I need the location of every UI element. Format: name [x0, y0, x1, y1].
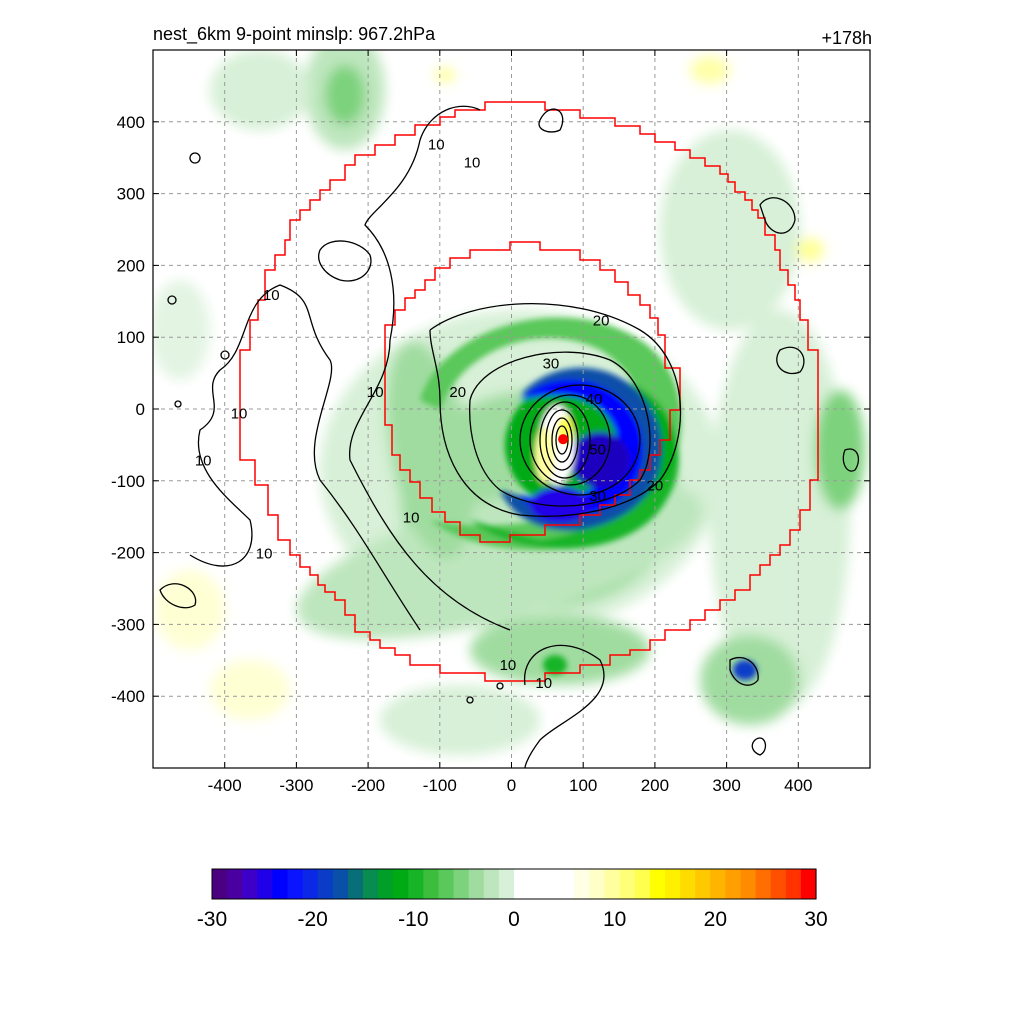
colorbar-swatch — [287, 869, 304, 899]
colorbar-tick-label: 0 — [508, 908, 520, 931]
contour-label: 50 — [589, 441, 606, 458]
colorbar-tick-label: -30 — [197, 908, 227, 931]
contour-label: 40 — [586, 391, 603, 408]
contour-label: 10 — [535, 675, 552, 692]
colorbar-swatch — [785, 869, 802, 899]
colorbar-swatch — [665, 869, 681, 899]
colorbar-swatch — [589, 869, 606, 899]
colorbar-swatch — [393, 869, 409, 899]
y-tick-label: 0 — [136, 400, 145, 419]
storm-center-marker — [558, 434, 569, 445]
colorbar-swatch — [408, 869, 424, 899]
contour-label: 10 — [428, 136, 445, 153]
contour-label: 10 — [231, 406, 248, 423]
x-tick-label: 400 — [784, 776, 812, 795]
colorbar-swatch — [438, 869, 455, 899]
x-tick-label: -100 — [423, 776, 457, 795]
x-tick-label: 300 — [712, 776, 740, 795]
colorbar-swatch — [740, 869, 757, 899]
contour-label: 20 — [593, 312, 610, 329]
colorbar-swatch — [559, 869, 575, 899]
x-tick-label: 0 — [507, 776, 516, 795]
colorbar-swatch — [347, 869, 364, 899]
colorbar — [212, 869, 817, 899]
colorbar-swatch — [649, 869, 666, 899]
x-tick-label: -300 — [279, 776, 313, 795]
x-tick-label: -400 — [208, 776, 242, 795]
colorbar-swatch — [302, 869, 319, 899]
colorbar-swatch — [710, 869, 726, 899]
colorbar-swatch — [212, 869, 228, 899]
contour-label: 10 — [263, 287, 280, 304]
y-tick-label: 400 — [117, 113, 145, 132]
inner-nest-boundary — [384, 241, 681, 543]
y-tick-label: -400 — [111, 687, 145, 706]
colorbar-swatch — [514, 869, 530, 899]
forecast-hour-label: +178h — [821, 28, 872, 48]
contour-label: 10 — [256, 546, 273, 563]
colorbar-swatch — [332, 869, 349, 899]
x-axis: -400 -300 -200 -100 0 100 200 300 400 — [208, 50, 812, 795]
contour-label: 10 — [403, 510, 420, 527]
chart-title: nest_6km 9-point minslp: 967.2hPa — [153, 24, 436, 45]
colorbar-swatch — [317, 869, 334, 899]
y-tick-label: -200 — [111, 544, 145, 563]
y-tick-label: -300 — [111, 615, 145, 634]
colorbar-swatch — [242, 869, 258, 899]
colorbar-tick-label: 10 — [603, 908, 626, 931]
colorbar-swatch — [755, 869, 772, 899]
colorbar-tick-label: -20 — [297, 908, 327, 931]
contour-label: 30 — [589, 488, 606, 505]
colorbar-tick-label: 20 — [704, 908, 727, 931]
colorbar-swatch — [423, 869, 440, 899]
y-tick-label: 300 — [117, 185, 145, 204]
colorbar-swatch — [544, 869, 560, 899]
colorbar-swatch — [468, 869, 485, 899]
colorbar-swatch — [619, 869, 636, 899]
contour-label: 10 — [195, 452, 212, 469]
colorbar-swatch — [725, 869, 742, 899]
colorbar-tick-label: -10 — [398, 908, 428, 931]
colorbar-swatch — [363, 869, 379, 899]
contour-label: 20 — [647, 477, 664, 494]
y-axis: 400 300 200 100 0 -100 -200 -300 -400 — [111, 113, 870, 706]
plot-area: 10 10 10 10 10 10 10 10 10 10 20 20 20 30 30 40 50 — [153, 50, 870, 768]
colorbar-swatch — [483, 869, 500, 899]
colorbar-swatch — [634, 869, 651, 899]
colorbar-ticks: -30 -20 -10 0 10 20 30 — [197, 908, 828, 931]
y-tick-label: 100 — [117, 328, 145, 347]
contour-label: 10 — [500, 657, 517, 674]
x-tick-label: -200 — [351, 776, 385, 795]
colorbar-swatch — [574, 869, 591, 899]
contour-label: 30 — [543, 355, 560, 372]
colorbar-swatch — [604, 869, 621, 899]
x-tick-label: 200 — [641, 776, 669, 795]
colorbar-swatch — [227, 869, 243, 899]
colorbar-swatch — [529, 869, 545, 899]
colorbar-swatch — [770, 869, 787, 899]
colorbar-swatch — [680, 869, 696, 899]
contour-label: 10 — [464, 154, 481, 171]
wind-speed-contours — [159, 105, 859, 768]
contour-label: 10 — [367, 384, 384, 401]
colorbar-swatch — [498, 869, 515, 899]
colorbar-swatch — [272, 869, 289, 899]
contour-label: 20 — [449, 384, 466, 401]
y-tick-label: -100 — [111, 472, 145, 491]
colorbar-swatch — [257, 869, 273, 899]
colorbar-swatch — [695, 869, 711, 899]
colorbar-swatch — [378, 869, 394, 899]
colorbar-frame — [211, 868, 817, 900]
colorbar-swatch — [453, 869, 470, 899]
contour-labels: 10 10 10 10 10 10 10 10 10 10 20 20 20 30 30 40 50 — [195, 136, 664, 692]
colorbar-tick-label: 30 — [804, 908, 827, 931]
outer-nest-boundary — [239, 101, 819, 682]
y-tick-label: 200 — [117, 256, 145, 275]
x-tick-label: 100 — [569, 776, 597, 795]
colorbar-swatch — [800, 869, 817, 899]
